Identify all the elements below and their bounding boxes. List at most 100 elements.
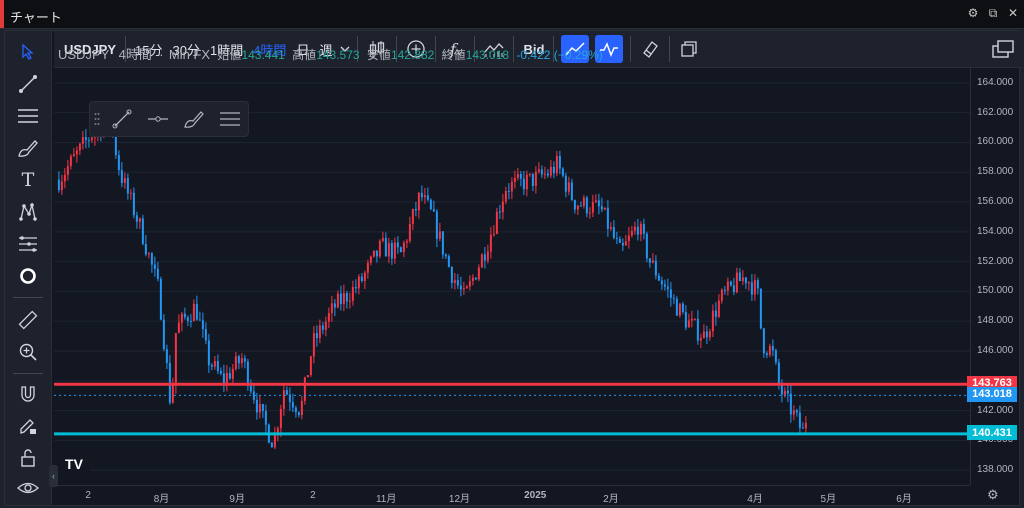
candle — [648, 257, 651, 268]
fib-levels-icon[interactable] — [15, 231, 41, 257]
candle — [78, 142, 81, 156]
time-tick-label: 8月 — [153, 494, 170, 505]
candle — [324, 316, 327, 337]
bid-button[interactable]: Bid — [523, 41, 545, 57]
time-tick-label: 4月 — [747, 494, 763, 505]
candle — [783, 387, 786, 398]
candle — [261, 403, 264, 418]
horizontal-lines-icon[interactable] — [15, 103, 41, 129]
candle — [444, 253, 447, 260]
candle — [768, 343, 771, 358]
settings-icon[interactable]: ⚙ — [967, 6, 979, 20]
drag-handle-icon[interactable] — [90, 112, 104, 126]
price-tick-label: 152.000 — [977, 255, 1014, 267]
eye-icon[interactable] — [15, 475, 41, 501]
candle — [459, 276, 462, 297]
candle — [339, 285, 342, 311]
float-brush-button[interactable] — [176, 104, 212, 134]
circle-icon[interactable] — [15, 263, 41, 289]
candle — [432, 200, 435, 212]
candle — [396, 236, 399, 254]
price-axis[interactable]: 164.000 162.000 160.000 158.000 156.000 154.0… — [970, 68, 1022, 485]
horizontal-line-icon — [148, 116, 168, 122]
candle — [285, 386, 288, 396]
candle — [147, 251, 150, 259]
interval-30m-button[interactable]: 30分 — [172, 42, 200, 58]
candle — [372, 250, 375, 258]
current-price-label: 143.018 — [967, 386, 1017, 402]
symbol-search-button[interactable]: USDJPY — [64, 41, 117, 57]
layout-button[interactable] — [983, 31, 1023, 67]
pattern-icon[interactable] — [15, 199, 41, 225]
pulse-toggle-button[interactable] — [595, 35, 624, 63]
interval-week-button[interactable]: 週 — [319, 42, 333, 58]
sidebar-collapse-button[interactable]: ‹ — [49, 465, 58, 487]
chart-style-button[interactable] — [362, 31, 392, 67]
candle — [63, 168, 66, 189]
candle — [606, 200, 609, 237]
candle — [426, 187, 429, 202]
candle — [480, 253, 483, 268]
interval-4h-button[interactable]: 4時間 — [253, 42, 287, 58]
candle — [504, 186, 507, 205]
brush-icon[interactable] — [15, 135, 41, 161]
candle — [297, 411, 300, 418]
candle — [195, 295, 198, 321]
candle — [789, 385, 792, 423]
compare-button[interactable] — [401, 31, 431, 67]
unlock-icon[interactable] — [15, 445, 41, 471]
zoom-in-icon[interactable] — [15, 339, 41, 365]
candle — [123, 172, 126, 189]
text-tool-icon[interactable]: T — [21, 169, 35, 191]
candle — [300, 396, 303, 420]
float-trendline-button[interactable] — [104, 104, 140, 134]
candle — [627, 226, 630, 249]
interval-1h-button[interactable]: 1時間 — [209, 42, 244, 58]
tradingview-logo[interactable]: TV — [58, 452, 90, 476]
cursor-icon[interactable] — [15, 39, 41, 65]
candle — [555, 150, 558, 177]
candle — [237, 354, 240, 370]
indicators-button[interactable]: fx — [440, 31, 470, 67]
candle — [672, 294, 675, 305]
support-price-label[interactable]: 140.431 — [967, 425, 1017, 441]
candle — [420, 185, 423, 202]
templates-button[interactable] — [479, 31, 509, 67]
candle — [474, 277, 477, 281]
candle — [366, 259, 369, 279]
interval-dropdown-button[interactable] — [337, 31, 353, 67]
candle — [273, 426, 276, 450]
popout-icon[interactable]: ⧉ — [988, 6, 998, 20]
trendline-icon[interactable] — [15, 71, 41, 97]
candle — [720, 288, 723, 304]
eraser-icon — [643, 41, 659, 58]
candle — [345, 290, 348, 309]
legend-close-label: 終値 — [441, 48, 466, 62]
float-horizontal-line-button[interactable] — [140, 104, 176, 134]
time-axis[interactable]: 2 8月 9月 2 11月 12月 2025 2月 4月 5月 6月 — [54, 485, 970, 506]
candle — [525, 170, 528, 197]
price-tick-label: 146.000 — [977, 344, 1014, 356]
price-tick-label: 162.000 — [977, 106, 1014, 118]
close-icon[interactable]: ✕ — [1007, 6, 1019, 20]
candle — [630, 225, 633, 238]
candle — [579, 201, 582, 207]
candle — [750, 274, 753, 301]
clear-drawings-button[interactable] — [635, 31, 665, 67]
magnet-icon[interactable] — [15, 381, 41, 407]
candle — [165, 344, 168, 370]
chart-settings-gear-icon[interactable]: ⚙ — [987, 487, 999, 502]
trend-toggle-button[interactable] — [561, 35, 590, 63]
toolbar-divider — [669, 36, 671, 62]
float-lines-button[interactable] — [212, 104, 248, 134]
price-tick-label: 160.000 — [977, 136, 1014, 148]
duplicate-button[interactable] — [674, 31, 704, 67]
time-tick-label: 2 — [310, 490, 316, 501]
interval-day-button[interactable]: 日 — [296, 42, 310, 58]
ruler-icon[interactable] — [15, 307, 41, 333]
legend-symbol: USDJPY — [58, 47, 110, 62]
interval-15m-button[interactable]: 15分 — [135, 42, 163, 58]
lock-drawing-icon[interactable] — [15, 413, 41, 439]
candle — [81, 130, 84, 150]
window-controls: ⚙ ⧉ ✕ — [966, 6, 1020, 21]
